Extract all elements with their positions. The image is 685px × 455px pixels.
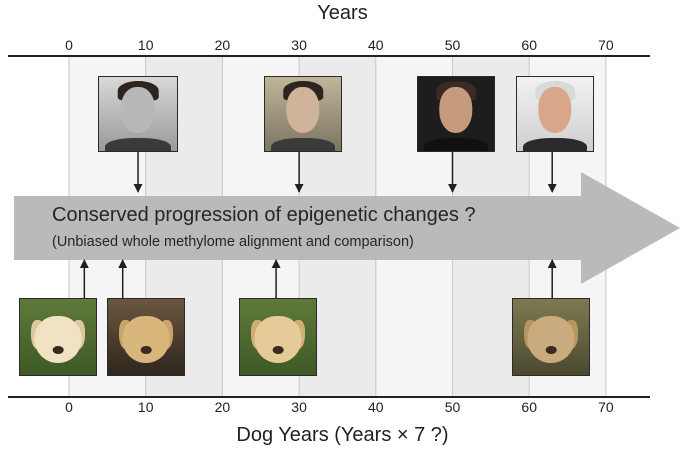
epigenetic-progression-arrow [14,172,680,284]
top-axis-tick-label: 70 [598,37,614,53]
arrow-subtitle: (Unbiased whole methylome alignment and … [52,234,414,250]
bottom-axis-tick-label: 60 [521,399,537,415]
dog-photo-senior [512,298,590,376]
dog-photo-young [107,298,185,376]
bottom-axis-title: Dog Years (Years × 7 ?) [236,424,449,446]
bottom-axis-tick-label: 50 [445,399,461,415]
bottom-axis-tick-label: 70 [598,399,614,415]
photo-connector-arrows [79,152,557,298]
dog-photo-puppy [19,298,97,376]
shoulders-shape [424,137,488,151]
shoulders-shape [523,137,587,151]
face-shape [120,87,156,134]
top-axis-tick-label: 40 [368,37,384,53]
top-axis-tick-label: 30 [291,37,307,53]
dog-nose-shape [545,346,557,354]
bottom-axis-tick-label: 30 [291,399,307,415]
dog-head-shape [122,315,170,363]
face-shape [538,87,572,134]
human-photo-older [516,76,594,152]
dog-head-shape [34,315,82,363]
top-axis-tick-label: 10 [138,37,154,53]
top-axis-ticks: 0 10 20 30 40 50 60 70 [65,37,614,53]
bottom-axis-tick-label: 0 [65,399,73,415]
face-shape [286,87,320,134]
face-shape [439,87,473,134]
dog-nose-shape [272,346,284,354]
shoulders-shape [271,137,335,151]
human-photo-young-adult [264,76,342,152]
human-photo-child [98,76,178,152]
arrow-title: Conserved progression of epigenetic chan… [52,204,476,226]
top-axis-tick-label: 50 [445,37,461,53]
bottom-axis-tick-label: 40 [368,399,384,415]
bottom-axis-ticks: 0 10 20 30 40 50 60 70 [65,399,614,415]
human-photo-middle-aged [417,76,495,152]
top-axis-title: Years [317,2,368,24]
dog-head-shape [527,315,575,363]
top-axis-tick-label: 20 [215,37,231,53]
dog-nose-shape [140,346,152,354]
top-axis-tick-label: 60 [521,37,537,53]
top-axis-tick-label: 0 [65,37,73,53]
dog-head-shape [254,315,302,363]
bottom-axis-tick-label: 10 [138,399,154,415]
shoulders-shape [105,137,171,151]
dog-nose-shape [52,346,64,354]
dog-photo-adult [239,298,317,376]
bottom-axis-tick-label: 20 [215,399,231,415]
